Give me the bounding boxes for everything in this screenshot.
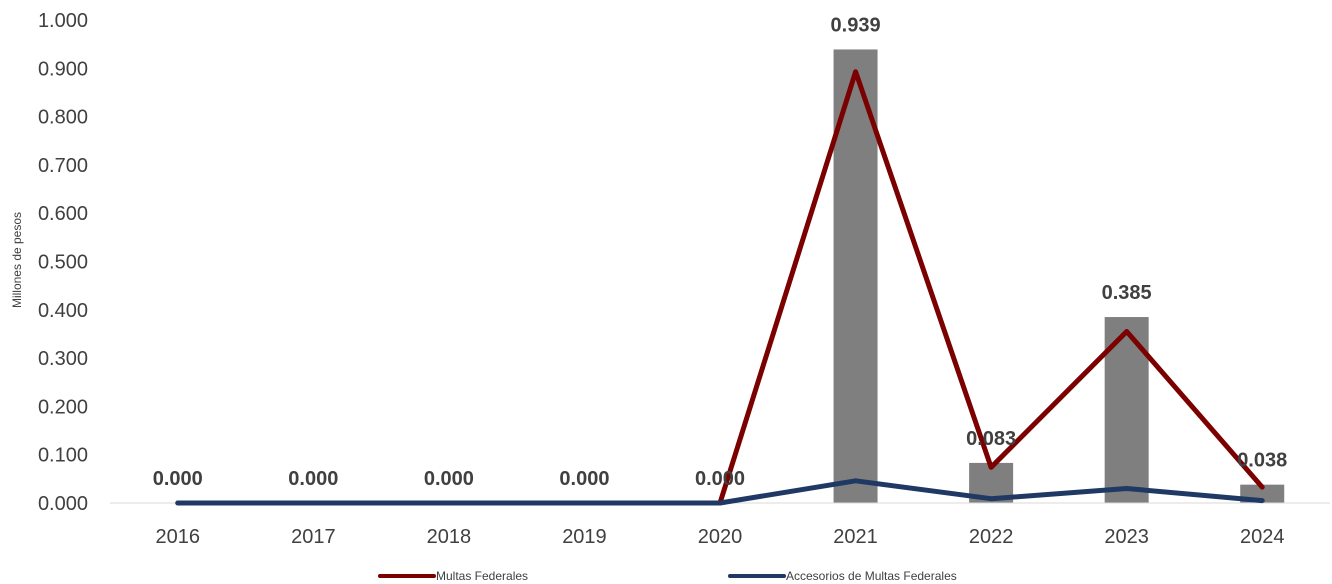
bar-data-label: 0.385	[1102, 282, 1152, 304]
y-tick-label: 0.200	[38, 396, 88, 418]
y-axis-title: Millones de pesos	[10, 212, 24, 308]
y-tick-label: 0.300	[38, 348, 88, 370]
x-tick-label: 2018	[427, 526, 472, 548]
line-series-group	[175, 69, 1265, 506]
x-tick-label: 2016	[156, 526, 201, 548]
y-tick-label: 0.900	[38, 58, 88, 80]
bar-data-label: 0.000	[424, 468, 474, 490]
line-series-accesorios-multas-federales	[175, 478, 1265, 506]
y-tick-label: 0.100	[38, 445, 88, 467]
x-tick-label: 2022	[969, 526, 1014, 548]
x-tick-label: 2023	[1104, 526, 1149, 548]
bar-data-label: 0.000	[288, 468, 338, 490]
legend-label: Accesorios de Multas Federales	[786, 569, 957, 583]
x-axis-ticks: 2016 2017 2018 2019 2020 2021 2022 2023 2024	[156, 526, 1285, 548]
legend-item-multas-federales: Multas Federales	[378, 569, 528, 583]
bar-data-label: 0.038	[1237, 450, 1287, 472]
legend: Multas Federales Accesorios de Multas Fed…	[378, 569, 957, 583]
bar-data-label: 0.083	[966, 428, 1016, 450]
legend-item-accesorios-multas-federales: Accesorios de Multas Federales	[728, 569, 957, 583]
line-series-multas-federales	[175, 69, 1265, 506]
y-axis-title-group: Millones de pesos	[10, 212, 24, 308]
y-tick-label: 1.000	[38, 10, 88, 32]
y-tick-label: 0.600	[38, 203, 88, 225]
x-tick-label: 2021	[833, 526, 878, 548]
x-tick-label: 2024	[1240, 526, 1285, 548]
bar-data-label: 0.000	[695, 468, 745, 490]
x-tick-label: 2020	[698, 526, 743, 548]
y-axis-ticks: 0.000 0.100 0.200 0.300 0.400 0.500 0.600 0.700…	[38, 10, 88, 515]
bar-data-labels: 0.000 0.000 0.000 0.000 0.000 0.939 0.083 0.385…	[153, 14, 1288, 490]
legend-label: Multas Federales	[436, 569, 528, 583]
y-tick-label: 0.000	[38, 493, 88, 515]
y-tick-label: 0.400	[38, 300, 88, 322]
bar-data-label: 0.000	[559, 468, 609, 490]
bar-data-label: 0.939	[831, 14, 881, 36]
y-tick-label: 0.500	[38, 252, 88, 274]
x-tick-label: 2017	[291, 526, 336, 548]
y-tick-label: 0.700	[38, 155, 88, 177]
x-tick-label: 2019	[562, 526, 607, 548]
y-tick-label: 0.800	[38, 107, 88, 129]
bar-data-label: 0.000	[153, 468, 203, 490]
